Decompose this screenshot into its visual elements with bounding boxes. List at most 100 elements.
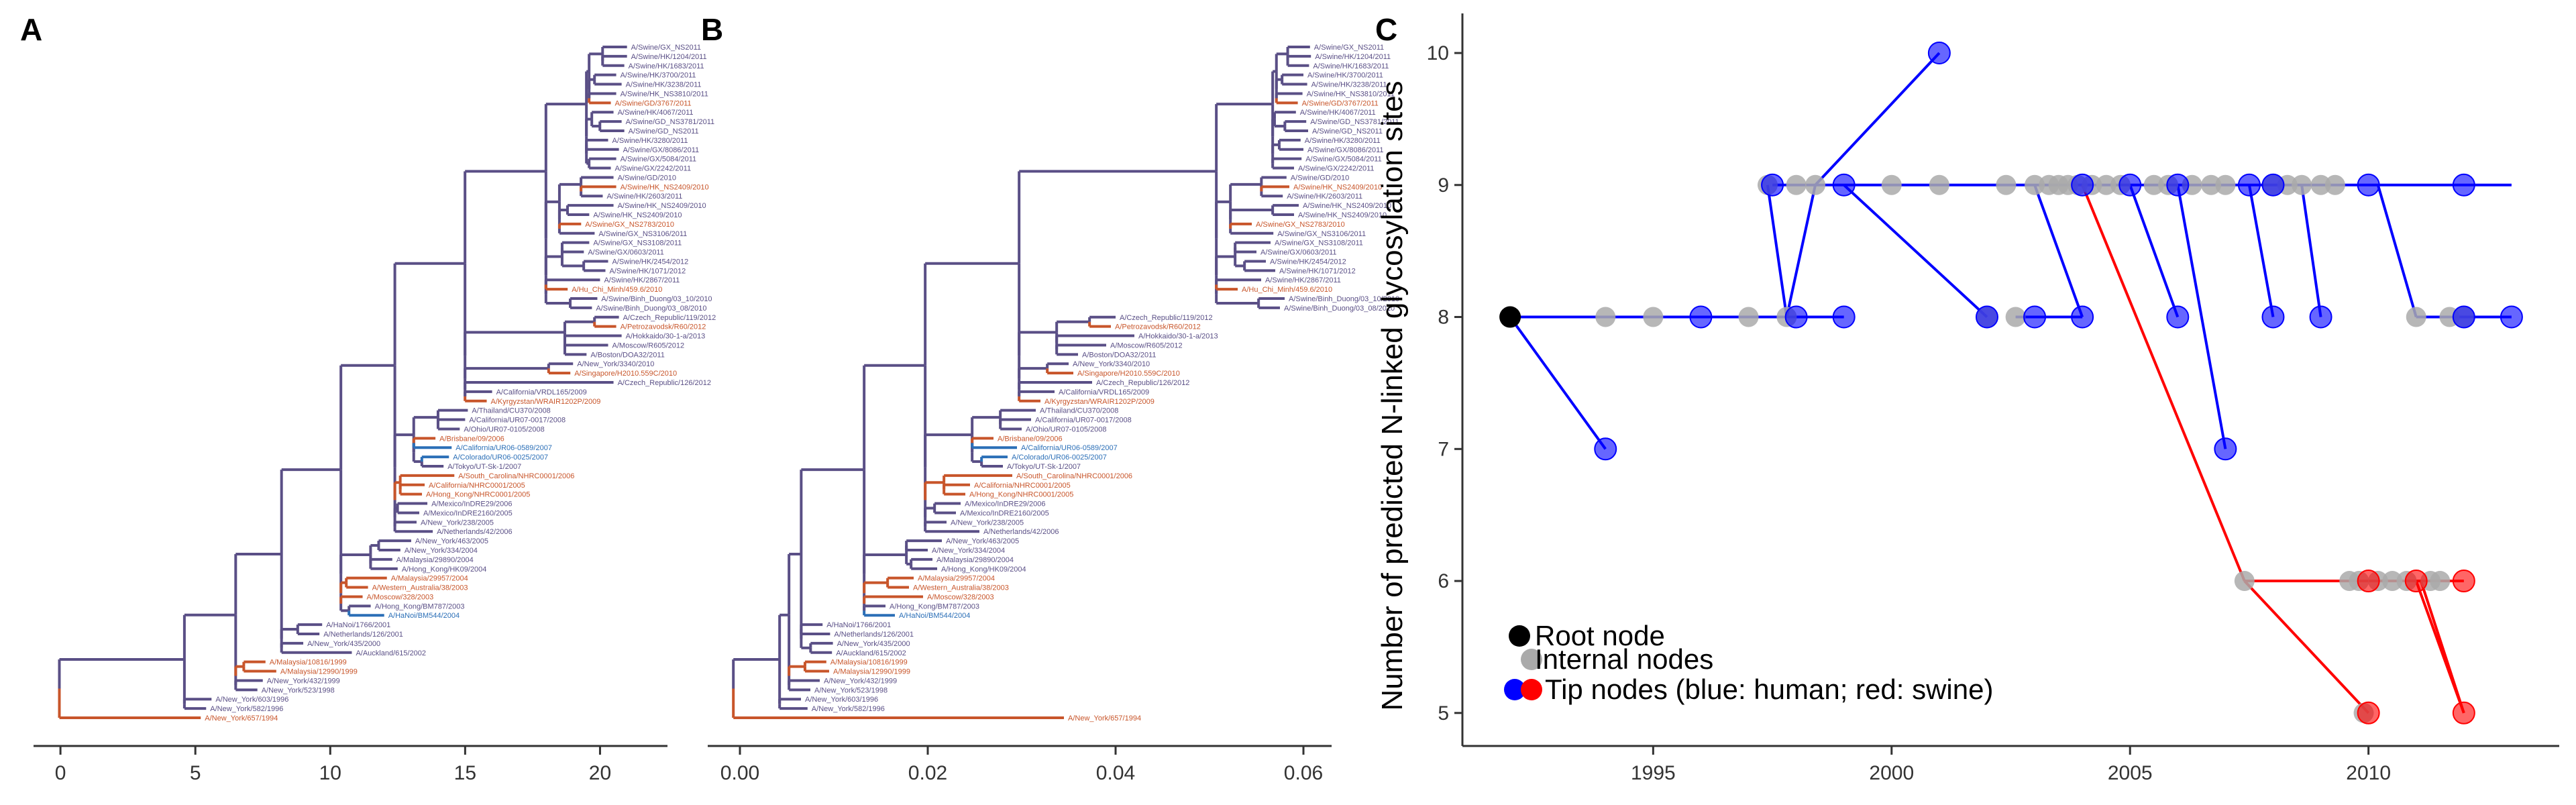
tree-tip-label: A/Malaysia/10816/1999 [270, 659, 347, 667]
tree-tip-label: A/New_York/603/1996 [805, 696, 878, 704]
panel-c-edges [1509, 52, 2512, 714]
tree-tip-label: A/Swine/HK/2867/2011 [604, 276, 680, 284]
internal-node-point [2292, 174, 2312, 195]
tree-tip-label: A/Swine/HK_NS2409/2010 [1298, 211, 1387, 219]
scatter-edge [2033, 184, 2084, 318]
tree-tip-label: A/Malaysia/12990/1999 [280, 668, 358, 676]
tree-tip-label: A/Swine/HK/3280/2011 [1305, 137, 1381, 145]
x-tick-label: 1995 [1631, 762, 1676, 784]
legend-internal-label: Internal nodes [1535, 643, 1713, 675]
tree-tip-label: A/California/UR06-0589/2007 [455, 444, 552, 452]
tree-tip-label: A/Thailand/CU370/2008 [472, 407, 550, 415]
tree-tip-label: A/Swine/HK_NS2409/2010 [593, 211, 682, 219]
panel-b-x-ticks: 0.00 0.02 0.04 0.06 [720, 746, 1323, 784]
scatter-edge [2243, 580, 2370, 714]
tree-tip-label: A/New_York/523/1998 [814, 686, 888, 694]
tree-tip-label: A/Thailand/CU370/2008 [1040, 407, 1118, 415]
panel-b-tree: B A/New_York/657/1994 A/New_York/582/1996… [701, 12, 1399, 784]
tree-tip-label: A/Swine/GD/3767/2011 [615, 99, 692, 107]
tree-tip-label: A/Swine/GX/0603/2011 [588, 249, 664, 257]
tip-node-point [2357, 570, 2380, 593]
tree-tip-label: A/Swine/Binh_Duong/03_10/2010 [601, 295, 712, 303]
tree-tip-label: A/Swine/HK/1204/2011 [631, 53, 707, 61]
x-tick-label: 2005 [2108, 762, 2153, 784]
panel-c-x-ticks: 1995 2000 2005 2010 [1631, 746, 2391, 784]
tree-tip-label: A/Swine/HK/2603/2011 [606, 193, 682, 201]
tree-tip-label: A/Malaysia/10816/1999 [830, 659, 908, 667]
tip-node-point [2452, 570, 2475, 593]
tree-tip-label: A/Mexico/InDRE2160/2005 [960, 509, 1049, 517]
tip-node-point [1927, 42, 1951, 65]
tree-tip-label: A/New_York/582/1996 [210, 705, 283, 713]
tree-tip-label: A/Malaysia/29957/2004 [391, 575, 468, 583]
tree-tip-label: A/Swine/HK/1204/2011 [1315, 53, 1391, 61]
tree-tip-label: A/Swine/GD_NS3781/2011 [1310, 118, 1399, 126]
internal-node-point [1805, 174, 1826, 195]
tree-b-branches [732, 46, 1311, 719]
tree-tip-label: A/Swine/HK_NS3810/2011 [1307, 90, 1395, 98]
x-tick-label: 15 [454, 762, 476, 784]
panel-b-letter: B [701, 12, 723, 47]
internal-node-point [1881, 174, 1902, 195]
tree-tip-label: A/Hong_Kong/HK09/2004 [941, 566, 1026, 574]
tree-tip-label: A/Swine/HK_NS2409/2010 [1303, 202, 1391, 210]
tree-tip-label: A/Swine/Binh_Duong/03_08/2010 [596, 305, 706, 313]
tree-tip-label: A/Hokkaido/30-1-a/2013 [626, 333, 706, 341]
y-tick-label: 9 [1438, 174, 1449, 197]
tip-node-point [2237, 173, 2261, 197]
panel-c-legend: Root node Internal nodes Tip nodes (blue… [1504, 620, 1993, 705]
tip-node-point [2166, 173, 2190, 197]
x-tick-label: 10 [319, 762, 341, 784]
tree-tip-label: A/Petrozavodsk/R60/2012 [621, 323, 706, 331]
tip-node-point [2214, 437, 2237, 461]
tree-tip-label: A/Malaysia/29890/2004 [396, 556, 474, 564]
tree-tip-label: A/Auckland/615/2002 [356, 649, 426, 657]
tip-node-point [2309, 305, 2332, 329]
tree-tip-label: A/Hokkaido/30-1-a/2013 [1138, 333, 1218, 341]
tip-node-point [1784, 305, 1808, 329]
tree-tip-label: A/New_York/435/2000 [307, 640, 380, 648]
tree-tip-label: A/Swine/HK_NS2409/2010 [618, 202, 706, 210]
tip-node-point [2261, 305, 2285, 329]
tip-node-point [2500, 305, 2523, 329]
tree-tip-label: A/Swine/HK/2867/2011 [1265, 276, 1341, 284]
x-tick-label: 0.04 [1096, 762, 1135, 784]
tree-tip-label: A/California/NHRC0001/2005 [429, 482, 525, 490]
tree-tip-label: A/Moscow/328/2003 [927, 593, 994, 601]
tree-tip-label: A/Czech_Republic/119/2012 [623, 314, 716, 322]
tree-tip-label: A/California/UR06-0589/2007 [1021, 444, 1118, 452]
panel-a-tree: A A/New_York/657/1994A/New_York/582/1996… [20, 12, 716, 784]
tree-tip-label: A/Swine/GD_NS3781/2011 [626, 118, 714, 126]
tree-tip-label: A/Swine/HK/2454/2012 [1270, 258, 1346, 266]
tip-node-point [1689, 305, 1713, 329]
tree-tip-label: A/Swine/GX_NS3106/2011 [1277, 230, 1366, 238]
internal-node-point [2005, 307, 2026, 327]
tip-node-point [2071, 173, 2094, 197]
tree-tip-label: A/New_York/334/2004 [405, 547, 478, 555]
tree-tip-label: A/Hu_Chi_Minh/459.6/2010 [1242, 286, 1332, 294]
tip-node-point [1832, 305, 1856, 329]
scatter-edge [1814, 52, 1941, 186]
tree-tip-label: A/HaNoi/BM544/2004 [899, 612, 970, 620]
tree-tip-label: A/Swine/HK_NS2409/2010 [1293, 183, 1382, 191]
tree-tip-label: A/Singapore/H2010.559C/2010 [1077, 370, 1180, 378]
tree-b-tip-labels: A/New_York/657/1994A/New_York/582/1996A/… [805, 44, 1399, 722]
y-tick-label: 8 [1438, 307, 1449, 329]
tree-tip-label: A/Malaysia/29890/2004 [936, 556, 1014, 564]
tree-tip-label: A/Swine/GX_NS3106/2011 [598, 230, 687, 238]
tree-tip-label: A/Hong_Kong/BM787/2003 [890, 602, 979, 610]
tree-tip-label: A/Moscow/328/2003 [367, 593, 434, 601]
panel-a-letter: A [20, 12, 42, 47]
tree-tip-label: A/Czech_Republic/119/2012 [1120, 314, 1213, 322]
tree-tip-label: A/Moscow/R605/2012 [1110, 341, 1183, 350]
tree-tip-label: A/Brisbane/09/2006 [439, 435, 504, 443]
scatter-edge [2081, 184, 2246, 582]
tree-tip-label: A/Swine/HK/1071/2012 [610, 267, 686, 275]
tree-tip-label: A/Hong_Kong/NHRC0001/2005 [969, 491, 1073, 499]
tree-tip-label: A/Swine/GX/8086/2011 [1307, 146, 1384, 154]
scatter-edge [2376, 184, 2418, 318]
tree-tip-label: A/New_York/3340/2010 [577, 360, 654, 368]
tree-tip-label: A/New_York/657/1994 [205, 714, 278, 722]
tree-tip-label: A/Brisbane/09/2006 [998, 435, 1063, 443]
